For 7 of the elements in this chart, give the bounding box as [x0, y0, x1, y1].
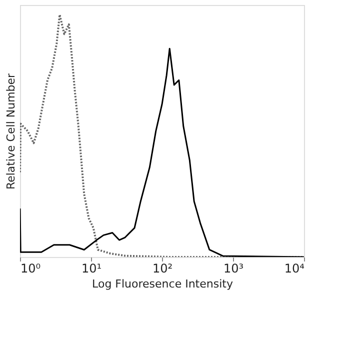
x-tick-label: 10⁰ [20, 262, 41, 276]
x-axis-title: Log Fluoresence Intensity [92, 278, 234, 290]
x-tick-label: 10³ [223, 262, 244, 276]
x-tick-label: 10⁴ [284, 262, 305, 276]
x-tick-label: 10² [152, 262, 173, 276]
x-tick-label: 10¹ [81, 262, 102, 276]
y-axis-title: Relative Cell Number [4, 72, 18, 190]
